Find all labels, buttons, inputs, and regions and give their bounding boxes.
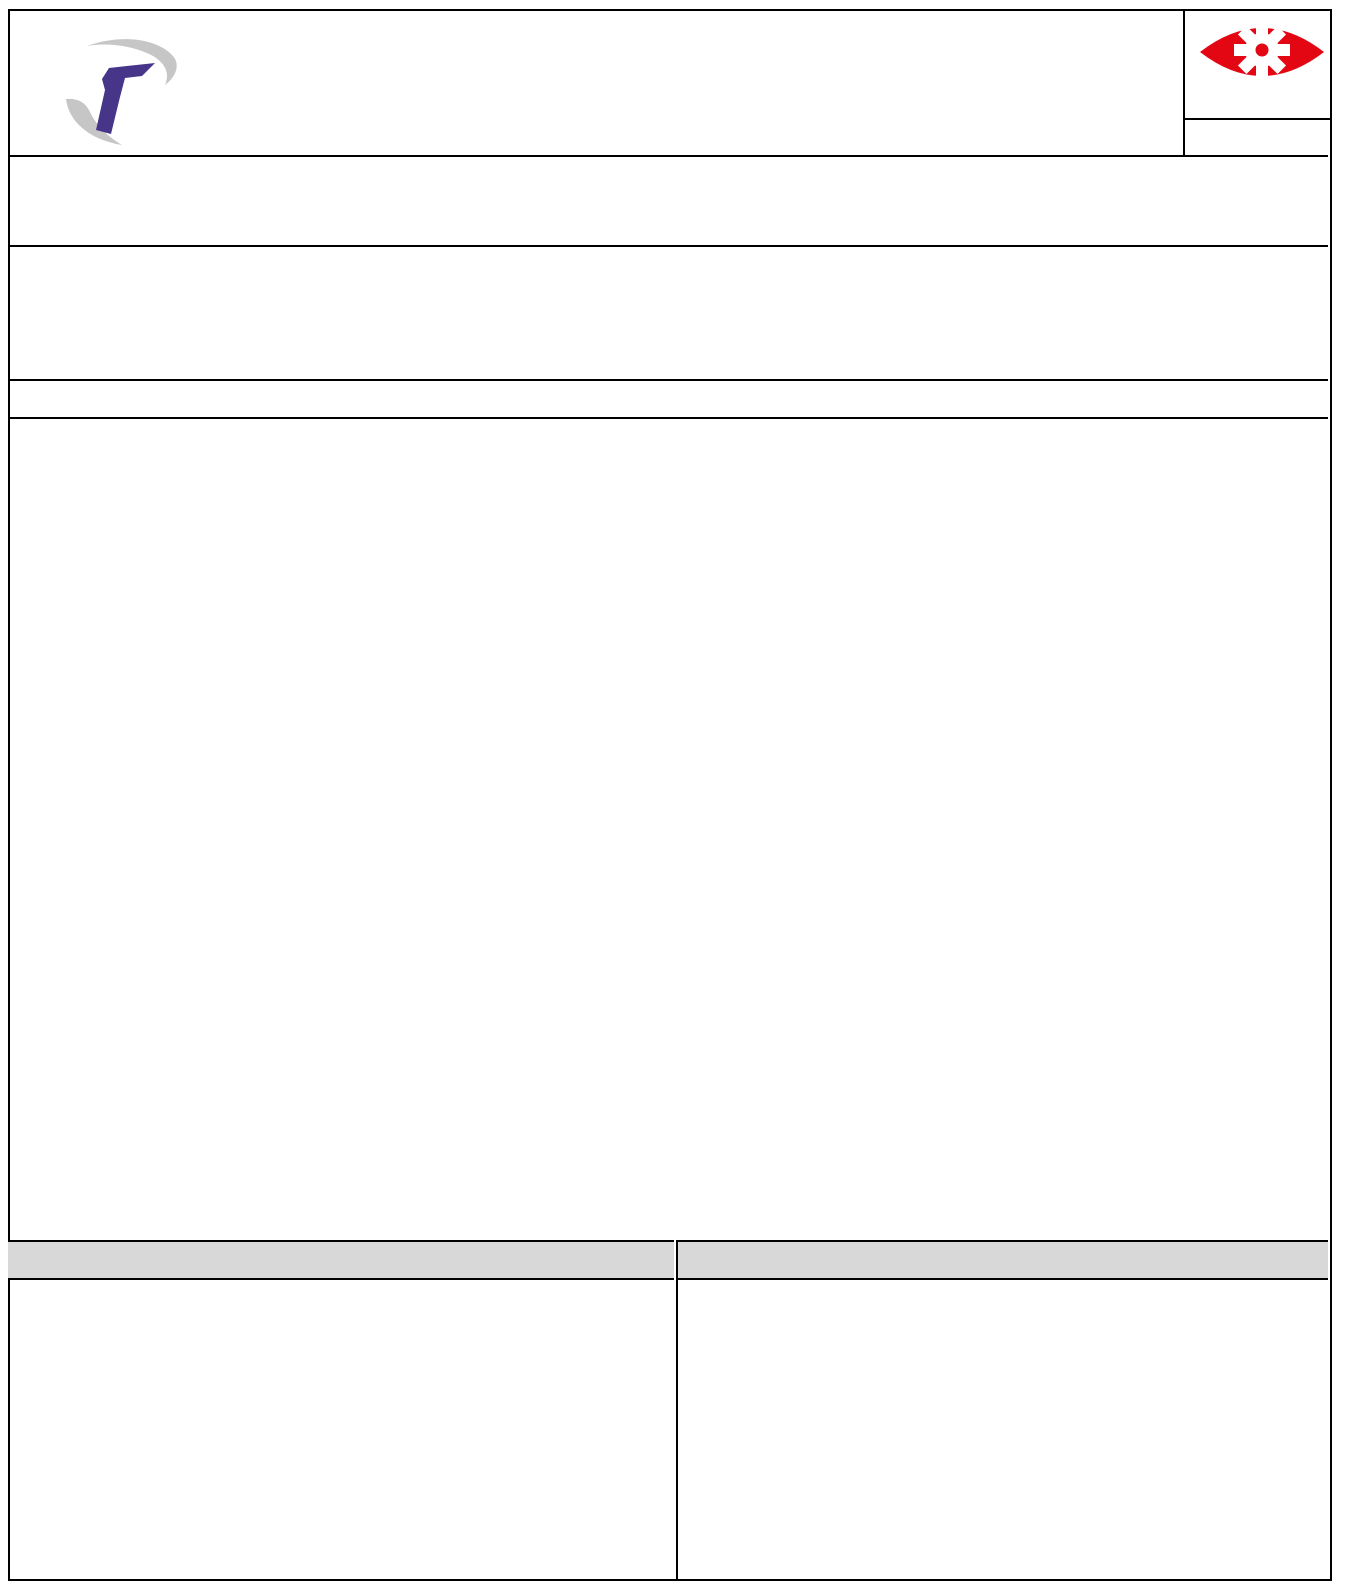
dyno-chart	[10, 417, 1332, 1227]
logo-mark	[96, 63, 155, 134]
power-data-header-band	[8, 1240, 674, 1280]
section-line-4	[8, 417, 1328, 419]
footnote-correction-factors	[72, 1541, 88, 1565]
section-line-1	[8, 155, 1328, 157]
maha-gear-icon	[1234, 22, 1290, 78]
maha-cell-divider	[1183, 118, 1330, 120]
logo-swoosh-top	[87, 39, 177, 85]
logo-swoosh-bottom	[66, 98, 122, 145]
header-cell-divider	[1183, 9, 1185, 155]
section-line-3	[8, 379, 1328, 381]
ambient-data-header-band	[676, 1240, 1328, 1280]
section-line-2	[8, 245, 1328, 247]
page-border	[8, 9, 1332, 1581]
bottom-column-divider	[676, 1240, 678, 1579]
re-performance-logo	[66, 39, 177, 145]
maha-logo	[1200, 22, 1324, 78]
